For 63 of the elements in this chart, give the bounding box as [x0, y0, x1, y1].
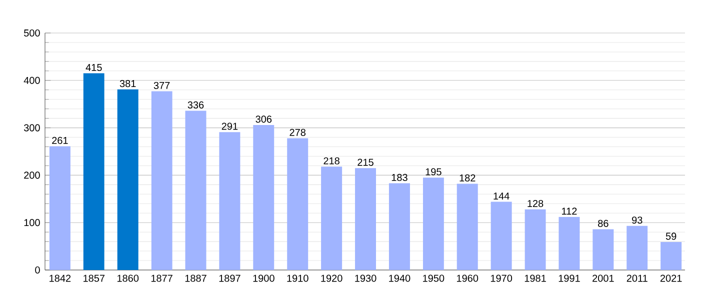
data-label: 183: [392, 174, 408, 181]
data-label: 377: [154, 82, 170, 90]
data-label: 93: [632, 216, 642, 224]
y-tick-label: 300: [24, 124, 40, 132]
bar: [117, 89, 138, 270]
bar: [490, 202, 512, 270]
bar: [524, 209, 546, 270]
x-tick-label: 1981: [524, 274, 546, 282]
bar: [287, 138, 308, 270]
data-label: 278: [290, 128, 306, 136]
x-tick-label: 1920: [321, 274, 342, 282]
x-tick-label: 1887: [185, 274, 206, 282]
x-tick-label: 1991: [558, 274, 580, 282]
x-tick-label: 1970: [490, 274, 512, 282]
data-label: 182: [460, 174, 476, 182]
data-label: 195: [426, 168, 442, 176]
y-tick-label: 0: [35, 266, 40, 274]
x-tick-label: 1900: [253, 274, 274, 282]
x-tick-label: 1930: [355, 274, 376, 282]
x-tick-label: 1897: [219, 274, 240, 282]
y-tick-label: 400: [24, 76, 40, 84]
y-tick-label: 200: [24, 172, 40, 179]
bar: [660, 242, 682, 270]
x-tick-label: 1940: [389, 274, 410, 282]
x-tick-label: 1960: [457, 274, 478, 282]
x-tick-label: 1910: [287, 274, 308, 282]
data-label: 215: [358, 158, 374, 166]
x-tick-label: 1842: [50, 274, 71, 282]
bar: [321, 166, 342, 270]
bar: [185, 110, 206, 270]
x-tick-label: 1950: [423, 274, 444, 282]
x-tick-label: 2001: [592, 274, 614, 282]
bar: [49, 146, 70, 270]
bar: [422, 178, 444, 270]
data-label: 59: [666, 232, 676, 240]
x-tick-label: 2021: [660, 274, 682, 282]
data-label: 415: [86, 64, 102, 72]
bar: [219, 132, 240, 270]
bar: [626, 226, 648, 270]
data-label: 112: [562, 208, 577, 215]
bar: [388, 183, 410, 270]
x-tick-label: 1857: [84, 274, 105, 282]
bar: [83, 73, 104, 270]
bar: [592, 229, 614, 270]
y-tick-label: 500: [24, 29, 40, 37]
bar: [355, 168, 376, 270]
bar: [151, 91, 172, 270]
bar: [558, 216, 580, 270]
data-label: 128: [528, 200, 544, 208]
data-label: 336: [188, 101, 204, 108]
bar: [456, 184, 478, 270]
data-label: 381: [120, 80, 136, 88]
data-label: 218: [324, 157, 340, 164]
bar: [253, 124, 274, 270]
x-tick-label: 1877: [151, 274, 172, 282]
data-label: 144: [494, 192, 510, 200]
x-tick-label: 1860: [117, 274, 139, 282]
data-label: 261: [52, 136, 68, 144]
y-tick-label: 100: [24, 219, 40, 226]
data-label: 291: [222, 122, 238, 130]
x-tick-label: 2011: [626, 274, 648, 282]
data-label: 306: [256, 116, 272, 123]
data-label: 86: [598, 220, 608, 227]
